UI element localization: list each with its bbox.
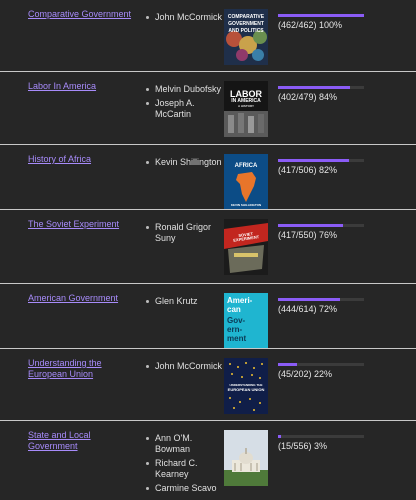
author-list: John McCormick: [146, 12, 224, 26]
progress-bar: [278, 224, 364, 227]
progress-bar: [278, 298, 364, 301]
cover-line: LABOR: [230, 89, 262, 99]
author-name: Carmine Scavo: [146, 483, 224, 494]
book-row: Comparative Government John McCormick CO…: [0, 0, 416, 71]
book-title-link[interactable]: Comparative Government: [28, 9, 132, 19]
book-title-link[interactable]: Labor In America: [28, 81, 97, 91]
progress-fill: [278, 224, 344, 227]
progress-text: (45/202) 22%: [278, 369, 333, 379]
cover-line: COMPARATIVE: [227, 14, 265, 20]
progress-bar: [278, 159, 364, 162]
author-name: John McCormick: [146, 12, 224, 23]
book-row: State and Local Government Ann O'M. Bowm…: [0, 420, 416, 500]
author-name: Richard C. Kearney: [146, 458, 224, 480]
book-row: Labor In America Melvin Dubofsky Joseph …: [0, 71, 416, 144]
crowd-photo-cover: LABOR IN AMERICA A HISTORY: [224, 81, 268, 137]
world-map-icon: [224, 9, 268, 65]
author-name: Kevin Shillington: [146, 157, 224, 168]
progress-text: (462/462) 100%: [278, 20, 343, 30]
author-list: John McCormick: [146, 361, 224, 375]
soviet-poster-icon: [224, 219, 268, 275]
author-list: Ann O'M. Bowman Richard C. Kearney Carmi…: [146, 433, 224, 497]
eu-stars-icon: [224, 358, 268, 414]
progress-text: (15/556) 3%: [278, 441, 328, 451]
cover-line: A HISTORY: [237, 104, 255, 108]
author-name: Glen Krutz: [146, 296, 224, 307]
capitol-building-icon: [224, 430, 268, 486]
author-name: Ronald Grigor Suny: [146, 222, 224, 244]
author-name: Melvin Dubofsky: [146, 84, 224, 95]
author-name: Ann O'M. Bowman: [146, 433, 224, 455]
cover-line: Gov-: [227, 316, 246, 325]
cover-line: can: [227, 305, 241, 314]
progress-bar: [278, 435, 364, 438]
book-title-link[interactable]: American Government: [28, 293, 119, 303]
cover-line: ment: [227, 334, 247, 343]
author-list: Kevin Shillington: [146, 157, 224, 171]
cover-line: Ameri-: [227, 296, 253, 305]
book-row: American Government Glen Krutz Ameri- ca…: [0, 283, 416, 349]
progress-text: (417/550) 76%: [278, 230, 338, 240]
cyan-text-cover: Ameri- can Gov- ern- ment: [224, 293, 268, 349]
progress-fill: [278, 363, 297, 366]
cover-line: EUROPEAN UNION: [227, 387, 265, 392]
author-list: Ronald Grigor Suny: [146, 222, 224, 247]
author-name: John McCormick: [146, 361, 224, 372]
africa-map-cover: AFRICA KEVIN SHILLINGTON: [224, 154, 268, 210]
book-title-link[interactable]: History of Africa: [28, 154, 92, 164]
cover-line: UNDERSTANDING THE: [229, 383, 263, 387]
cover-line: ern-: [227, 325, 243, 334]
book-title-link[interactable]: The Soviet Experiment: [28, 219, 120, 229]
capitol-building-cover: [224, 430, 268, 486]
progress-fill: [278, 435, 281, 438]
world-map-cover: COMPARATIVE GOVERNMENT AND POLITICS: [224, 9, 268, 65]
cover-line: GOVERNMENT: [228, 21, 264, 27]
progress-bar: [278, 86, 364, 89]
cover-line: KEVIN SHILLINGTON: [230, 203, 262, 207]
book-row: History of Africa Kevin Shillington AFRI…: [0, 144, 416, 210]
author-name: Joseph A. McCartin: [146, 98, 224, 120]
progress-text: (444/614) 72%: [278, 304, 338, 314]
cover-line: IN AMERICA: [231, 98, 261, 104]
crowd-photo-icon: [224, 81, 268, 137]
book-row: Understanding the European Union John Mc…: [0, 348, 416, 420]
progress-text: (417/506) 82%: [278, 165, 338, 175]
progress-bar: [278, 14, 364, 17]
progress-bar: [278, 363, 364, 366]
progress-fill: [278, 298, 340, 301]
progress-fill: [278, 14, 364, 17]
book-row: The Soviet Experiment Ronald Grigor Suny…: [0, 209, 416, 283]
progress-text: (402/479) 84%: [278, 92, 338, 102]
author-list: Melvin Dubofsky Joseph A. McCartin: [146, 84, 224, 123]
book-title-link[interactable]: Understanding the European Union: [28, 358, 102, 379]
africa-map-icon: [224, 154, 268, 210]
soviet-poster-cover: SOVIET EXPERIMENT: [224, 219, 268, 275]
author-list: Glen Krutz: [146, 296, 224, 310]
eu-stars-cover: UNDERSTANDING THE EUROPEAN UNION: [224, 358, 268, 414]
cover-line: AFRICA: [234, 163, 258, 169]
progress-fill: [278, 159, 349, 162]
cover-line: AND POLITICS: [228, 28, 264, 34]
progress-fill: [278, 86, 351, 89]
book-title-link[interactable]: State and Local Government: [28, 430, 91, 451]
